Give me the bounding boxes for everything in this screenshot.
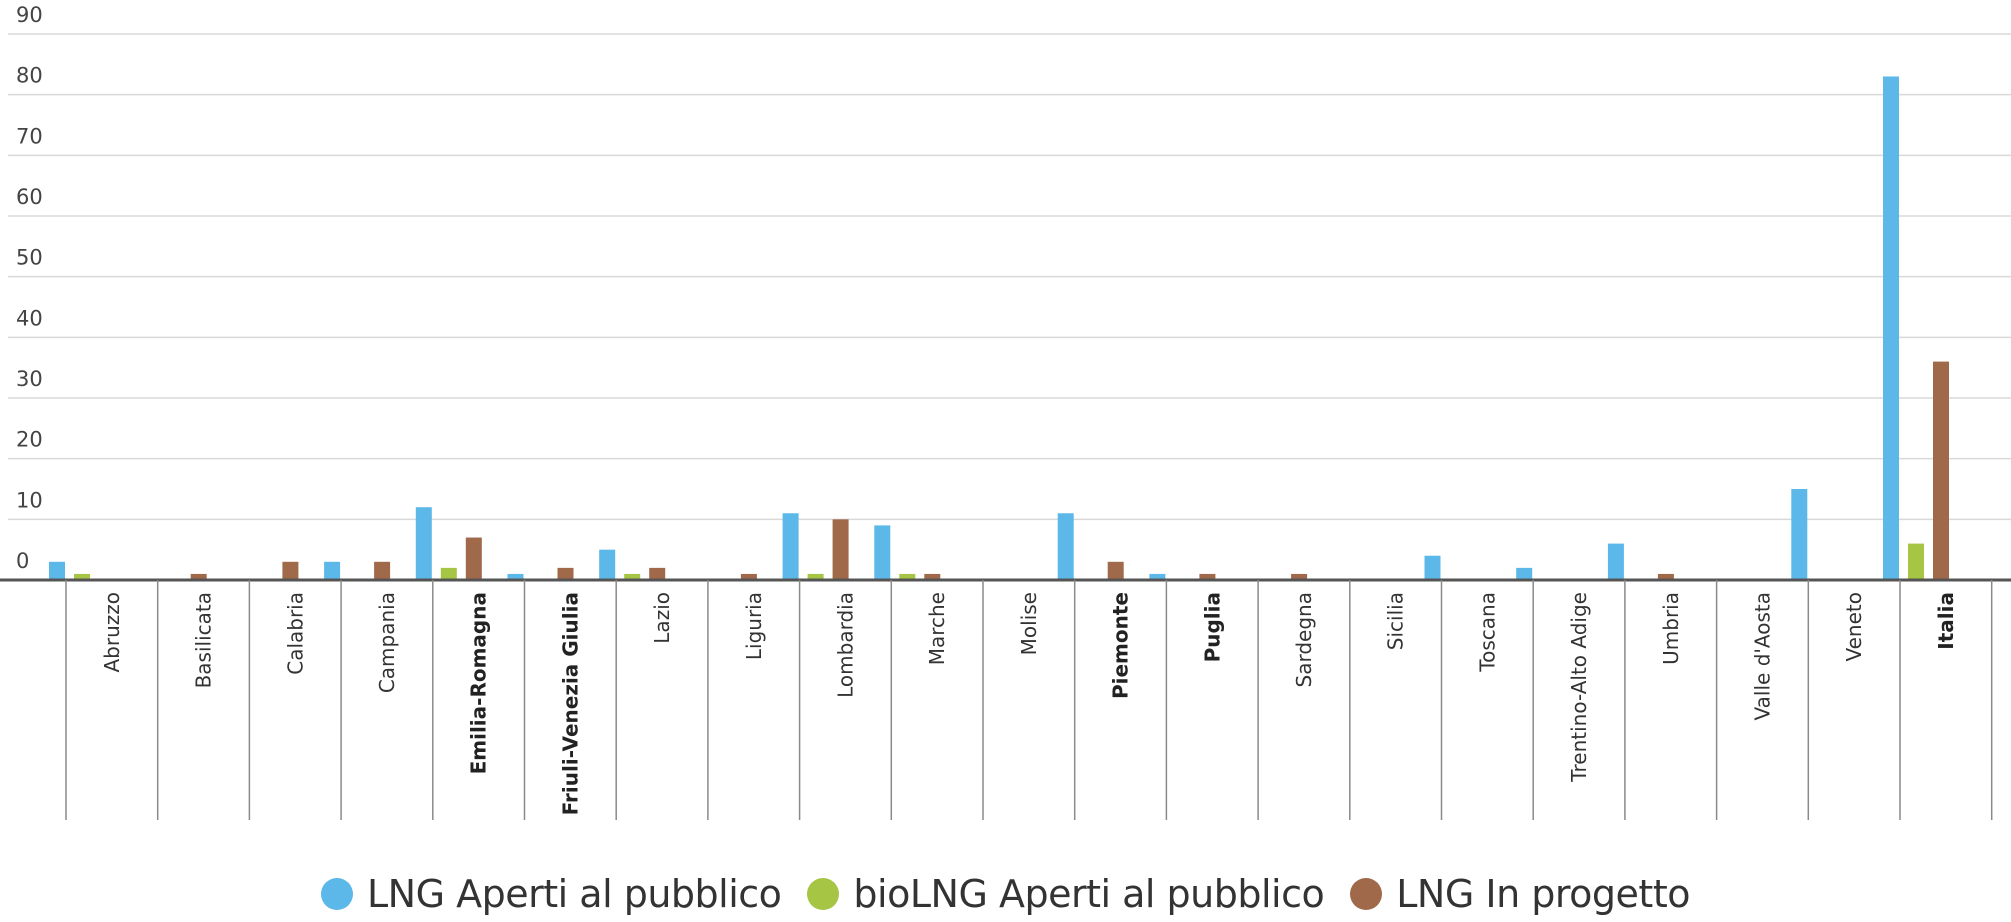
legend-label-biolng-aperti: bioLNG Aperti al pubblico xyxy=(853,872,1325,916)
x-tick-label-valle-d-aosta: Valle d'Aosta xyxy=(1750,592,1774,720)
y-tick-label: 20 xyxy=(16,428,43,452)
bar-lng-aperti-al-pubblico-piemonte xyxy=(1057,513,1074,580)
x-tick-label-lombardia: Lombardia xyxy=(833,592,857,698)
bar-biolng-aperti-al-pubblico-abruzzo xyxy=(74,573,90,580)
bar-lng-in-progetto-liguria xyxy=(740,573,757,580)
legend-item-biolng-aperti[interactable]: bioLNG Aperti al pubblico xyxy=(807,872,1325,916)
bar-lng-aperti-al-pubblico-lazio xyxy=(599,549,616,580)
x-axis-ticks: Abruzzo Basilicata Calabria Campania Emilia-… xyxy=(100,592,1958,815)
bar-lng-aperti-al-pubblico-emilia-romagna xyxy=(415,507,432,580)
y-tick-label: 90 xyxy=(16,3,43,27)
legend-item-lng-aperti[interactable]: LNG Aperti al pubblico xyxy=(321,872,782,916)
bar-lng-in-progetto-marche xyxy=(924,573,941,580)
x-tick-label-sicilia: Sicilia xyxy=(1384,592,1408,650)
x-tick-label-trentino-alto-adige: Trentino-Alto Adige xyxy=(1567,592,1591,783)
legend-swatch-lng-progetto xyxy=(1350,878,1383,910)
y-tick-label: 80 xyxy=(16,64,43,88)
bars xyxy=(49,76,1949,580)
y-axis-ticks: 0 10 20 30 40 50 60 70 80 90 xyxy=(16,3,43,573)
bar-lng-aperti-al-pubblico-trentino-alto-adige xyxy=(1516,567,1533,580)
x-tick-label-friuli-venezia-giulia: Friuli-Venezia Giulia xyxy=(558,592,582,815)
legend-label-lng-progetto: LNG In progetto xyxy=(1396,872,1690,916)
bar-lng-in-progetto-umbria xyxy=(1657,573,1674,580)
bar-lng-in-progetto-campania xyxy=(374,561,391,580)
x-tick-label-piemonte: Piemonte xyxy=(1109,592,1133,699)
y-tick-label: 0 xyxy=(16,549,29,573)
bar-lng-in-progetto-basilicata xyxy=(190,573,207,580)
bar-lng-aperti-al-pubblico-lombardia xyxy=(782,513,799,580)
bar-lng-aperti-al-pubblico-abruzzo xyxy=(49,561,65,580)
x-tick-label-basilicata: Basilicata xyxy=(192,592,216,688)
x-tick-label-molise: Molise xyxy=(1017,592,1041,655)
bar-lng-aperti-al-pubblico-friuli-venezia-giulia xyxy=(507,573,524,580)
legend-swatch-biolng-aperti xyxy=(807,878,840,910)
bar-lng-in-progetto-friuli-venezia-giulia xyxy=(557,567,574,580)
x-axis xyxy=(0,578,2011,820)
legend-label-lng-aperti: LNG Aperti al pubblico xyxy=(367,872,782,916)
bar-chart: 0 10 20 30 40 50 60 70 80 90 Abruzzo Basilicata Cal… xyxy=(0,3,2011,820)
bar-lng-aperti-al-pubblico-italia xyxy=(1883,76,1899,580)
legend-item-lng-progetto[interactable]: LNG In progetto xyxy=(1350,872,1690,916)
y-tick-label: 70 xyxy=(16,124,43,148)
x-tick-label-toscana: Toscana xyxy=(1475,592,1499,673)
y-tick-label: 10 xyxy=(16,488,43,512)
x-tick-label-umbria: Umbria xyxy=(1659,592,1683,665)
y-tick-label: 30 xyxy=(16,367,43,391)
x-tick-label-calabria: Calabria xyxy=(283,592,307,675)
bar-biolng-aperti-al-pubblico-italia xyxy=(1908,543,1924,580)
y-tick-label: 40 xyxy=(16,306,43,330)
x-tick-label-sardegna: Sardegna xyxy=(1292,592,1316,687)
x-tick-label-campania: Campania xyxy=(375,592,399,693)
bar-biolng-aperti-al-pubblico-emilia-romagna xyxy=(440,567,457,580)
bar-lng-aperti-al-pubblico-veneto xyxy=(1791,489,1808,580)
x-tick-label-liguria: Liguria xyxy=(742,592,766,660)
bar-biolng-aperti-al-pubblico-lombardia xyxy=(807,573,824,580)
bar-lng-aperti-al-pubblico-umbria xyxy=(1607,543,1624,580)
x-tick-label-marche: Marche xyxy=(925,592,949,665)
x-tick-label-puglia: Puglia xyxy=(1200,592,1224,662)
bar-biolng-aperti-al-pubblico-lazio xyxy=(624,573,641,580)
x-tick-label-emilia-romagna: Emilia-Romagna xyxy=(467,592,491,774)
bar-lng-in-progetto-italia xyxy=(1933,361,1949,580)
x-tick-label-veneto: Veneto xyxy=(1842,592,1866,662)
bar-lng-in-progetto-lombardia xyxy=(832,519,849,580)
bar-lng-in-progetto-piemonte xyxy=(1107,561,1124,580)
y-tick-label: 50 xyxy=(16,246,43,270)
bar-lng-in-progetto-puglia xyxy=(1199,573,1216,580)
bar-lng-in-progetto-sardegna xyxy=(1291,573,1308,580)
bar-lng-aperti-al-pubblico-puglia xyxy=(1149,573,1166,580)
legend: LNG Aperti al pubblico bioLNG Aperti al … xyxy=(0,868,2011,920)
y-tick-label: 60 xyxy=(16,185,43,209)
bar-lng-in-progetto-emilia-romagna xyxy=(465,537,482,580)
x-tick-label-lazio: Lazio xyxy=(650,592,674,644)
legend-swatch-lng-aperti xyxy=(321,878,354,910)
gridlines xyxy=(8,33,2011,521)
bar-lng-aperti-al-pubblico-marche xyxy=(874,525,891,580)
x-tick-label-italia: Italia xyxy=(1934,592,1958,650)
bar-lng-in-progetto-calabria xyxy=(282,561,299,580)
x-tick-label-abruzzo: Abruzzo xyxy=(100,592,124,673)
bar-biolng-aperti-al-pubblico-marche xyxy=(899,573,916,580)
bar-lng-aperti-al-pubblico-campania xyxy=(324,561,341,580)
bar-lng-in-progetto-lazio xyxy=(649,567,666,580)
bar-lng-aperti-al-pubblico-toscana xyxy=(1424,555,1441,580)
